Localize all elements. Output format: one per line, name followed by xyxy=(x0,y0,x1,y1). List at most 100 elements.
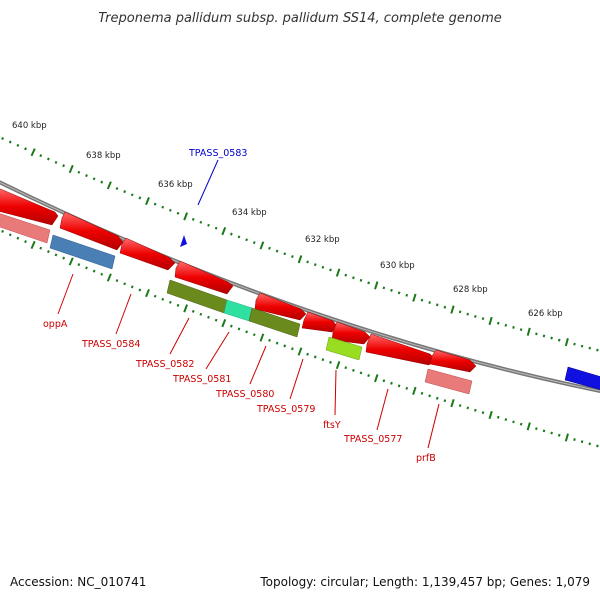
leader-line xyxy=(290,359,303,399)
ruler-minor-tick xyxy=(78,264,79,266)
leader-line xyxy=(206,332,229,369)
teal-feature[interactable] xyxy=(224,300,252,321)
ruler-minor-tick xyxy=(101,273,102,275)
ruler-minor-tick xyxy=(48,251,49,253)
ruler-minor-tick xyxy=(368,374,369,376)
ruler-minor-tick xyxy=(467,407,468,409)
ruler-major-tick xyxy=(70,165,73,172)
ruler-minor-tick xyxy=(124,283,125,285)
ruler-minor-tick xyxy=(155,203,156,205)
leader-line xyxy=(377,389,388,430)
ruler-minor-tick xyxy=(56,254,57,256)
ruler-minor-tick xyxy=(597,445,598,447)
ruler-minor-tick xyxy=(178,304,179,306)
ruler-minor-tick xyxy=(17,144,18,146)
label-leaders xyxy=(58,160,439,448)
ruler-minor-tick xyxy=(63,257,64,259)
gene-label-ftsY[interactable]: ftsY xyxy=(323,420,341,431)
gene-label-TPASS_0580[interactable]: TPASS_0580 xyxy=(215,389,274,400)
tick-label-630: 630 kbp xyxy=(380,261,415,271)
ruler-minor-tick xyxy=(422,299,423,301)
gene-label-TPASS_0577[interactable]: TPASS_0577 xyxy=(343,434,402,445)
ruler-major-tick xyxy=(32,149,35,156)
ruler-minor-tick xyxy=(437,304,438,306)
ruler-minor-tick xyxy=(582,441,583,443)
ruler-major-tick xyxy=(108,182,111,189)
ruler-minor-tick xyxy=(101,181,102,183)
ruler-minor-tick xyxy=(536,333,537,335)
ruler-minor-tick xyxy=(391,382,392,384)
gene-label-prfB[interactable]: prfB xyxy=(416,453,436,464)
ruler-minor-tick xyxy=(361,279,362,281)
ruler-major-tick xyxy=(566,338,568,346)
ruler-minor-tick xyxy=(124,191,125,193)
ruler-minor-tick xyxy=(2,137,3,139)
ruler-minor-tick xyxy=(117,187,118,189)
leader-line xyxy=(58,274,73,314)
ruler-minor-tick xyxy=(216,319,217,321)
ruler-minor-tick xyxy=(399,385,400,387)
gene-label-TPASS_0579[interactable]: TPASS_0579 xyxy=(256,404,315,415)
ruler-minor-tick xyxy=(117,280,118,282)
ruler-minor-tick xyxy=(323,266,324,268)
ruler-minor-tick xyxy=(429,395,430,397)
ruler-major-tick xyxy=(261,334,264,342)
ruler-major-tick xyxy=(375,282,378,290)
ruler-major-tick xyxy=(261,242,264,250)
ruler-minor-tick xyxy=(590,347,591,349)
ruler-major-tick xyxy=(528,328,530,336)
ruler-minor-tick xyxy=(170,301,171,303)
ruler-minor-tick xyxy=(483,412,484,414)
ruler-minor-tick xyxy=(200,313,201,315)
ruler-minor-tick xyxy=(506,324,507,326)
ruler-minor-tick xyxy=(551,337,552,339)
tick-label-636: 636 kbp xyxy=(158,180,193,190)
gene-label-TPASS_0582[interactable]: TPASS_0582 xyxy=(135,359,194,370)
gene-arrow[interactable] xyxy=(430,350,476,372)
ruler-minor-tick xyxy=(170,209,171,211)
ruler-minor-tick xyxy=(437,397,438,399)
gene-label-TPASS_0581[interactable]: TPASS_0581 xyxy=(172,374,231,385)
genome-backbone-highlight xyxy=(0,180,600,392)
ruler-minor-tick xyxy=(2,230,3,232)
ruler-minor-tick xyxy=(86,175,87,177)
ruler-labels: 640 kbp 638 kbp 636 kbp 634 kbp 632 kbp … xyxy=(12,121,563,319)
ruler-minor-tick xyxy=(277,342,278,344)
ruler-major-tick xyxy=(375,374,378,382)
gene-arrow[interactable] xyxy=(120,238,175,270)
ruler-minor-tick xyxy=(48,158,49,160)
ruler-minor-tick xyxy=(506,418,507,420)
ruler-major-tick xyxy=(184,305,187,313)
leader-line xyxy=(428,404,439,448)
ruler-minor-tick xyxy=(544,430,545,432)
pseudogene-feature[interactable] xyxy=(425,369,472,394)
ruler-major-tick xyxy=(108,274,111,281)
ruler-minor-tick xyxy=(406,294,407,296)
ruler-minor-tick xyxy=(467,313,468,315)
ruler-minor-tick xyxy=(56,161,57,163)
ruler-minor-tick xyxy=(178,212,179,214)
ruler-minor-tick xyxy=(483,318,484,320)
blue-triangle-marker[interactable] xyxy=(180,235,187,247)
ruler-minor-tick xyxy=(292,348,293,350)
gene-label-TPASS_0583[interactable]: TPASS_0583 xyxy=(188,148,247,159)
ruler-major-tick xyxy=(413,294,415,302)
ruler-minor-tick xyxy=(307,353,308,355)
ruler-minor-tick xyxy=(445,306,446,308)
ruler-minor-tick xyxy=(559,434,560,436)
ruler-minor-tick xyxy=(544,335,545,337)
ruler-minor-tick xyxy=(216,227,217,229)
tick-label-640: 640 kbp xyxy=(12,121,47,131)
ruler-major-tick xyxy=(32,241,35,248)
ruler-minor-tick xyxy=(445,400,446,402)
ruler-minor-tick xyxy=(582,345,583,347)
gene-label-TPASS_0584[interactable]: TPASS_0584 xyxy=(81,339,140,350)
ruler-major-tick xyxy=(451,306,453,314)
ruler-minor-tick xyxy=(498,416,499,418)
ruler-minor-tick xyxy=(193,310,194,312)
leader-line xyxy=(170,318,189,354)
ruler-minor-tick xyxy=(155,295,156,297)
ruler-minor-tick xyxy=(345,367,346,369)
gene-label-oppA[interactable]: oppA xyxy=(43,319,68,330)
ruler-minor-tick xyxy=(574,438,575,440)
